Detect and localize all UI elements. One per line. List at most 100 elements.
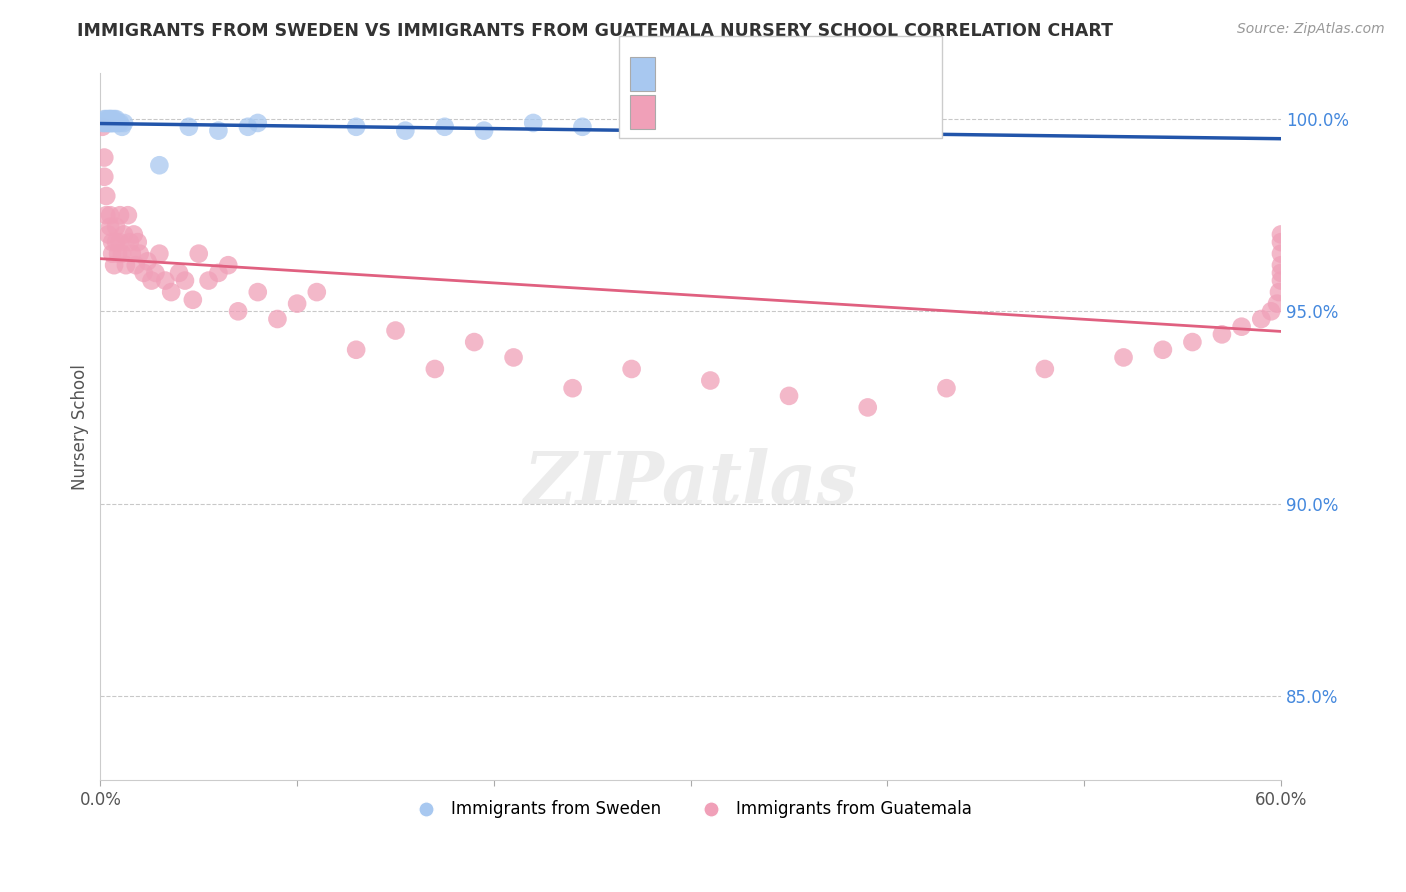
Point <box>93 116 115 130</box>
Point <box>91 120 114 134</box>
Point <box>96 112 118 127</box>
Point <box>246 285 269 299</box>
Point <box>107 246 129 260</box>
Point <box>266 312 288 326</box>
Point <box>108 116 131 130</box>
Point <box>121 246 143 260</box>
Point <box>1181 334 1204 349</box>
Point <box>93 151 115 165</box>
Point <box>108 208 131 222</box>
Point <box>1270 266 1292 280</box>
Point <box>177 120 200 134</box>
Point <box>105 112 128 127</box>
Point <box>207 266 229 280</box>
Point <box>305 285 328 299</box>
Point <box>502 351 524 365</box>
Point <box>1033 362 1056 376</box>
Point <box>107 116 129 130</box>
Point <box>96 189 118 203</box>
Point <box>93 169 115 184</box>
Point <box>148 246 170 260</box>
Point <box>128 246 150 260</box>
Point <box>384 324 406 338</box>
Point <box>1260 304 1282 318</box>
Point <box>122 227 145 242</box>
Point <box>103 258 125 272</box>
Point <box>136 254 159 268</box>
Legend: Immigrants from Sweden, Immigrants from Guatemala: Immigrants from Sweden, Immigrants from … <box>402 794 979 825</box>
Point <box>246 116 269 130</box>
Point <box>103 116 125 130</box>
Point <box>97 227 120 242</box>
Point <box>118 235 141 249</box>
Point <box>217 258 239 272</box>
Point <box>105 219 128 234</box>
Y-axis label: Nursery School: Nursery School <box>72 364 89 490</box>
Point <box>236 120 259 134</box>
Point <box>103 112 125 127</box>
Point <box>1250 312 1272 326</box>
Point <box>433 120 456 134</box>
Point <box>108 235 131 249</box>
Point <box>285 296 308 310</box>
Point <box>117 208 139 222</box>
Point <box>111 120 134 134</box>
Point <box>98 208 121 222</box>
Text: ZIPatlas: ZIPatlas <box>523 448 858 519</box>
Point <box>174 274 197 288</box>
Point <box>571 120 593 134</box>
Point <box>856 401 879 415</box>
Point <box>96 116 118 130</box>
Point <box>132 266 155 280</box>
Point <box>394 123 416 137</box>
Point <box>112 116 135 130</box>
Point <box>620 362 643 376</box>
Point <box>101 116 124 130</box>
Point <box>344 343 367 357</box>
Point <box>101 116 124 130</box>
Point <box>1270 235 1292 249</box>
Point <box>207 123 229 137</box>
Point <box>97 116 120 130</box>
Point <box>91 116 114 130</box>
Text: R = 0.420   N = 33: R = 0.420 N = 33 <box>666 58 851 76</box>
Point <box>522 116 544 130</box>
Point <box>1270 246 1292 260</box>
Point <box>96 208 118 222</box>
Point <box>155 274 177 288</box>
Point <box>1230 319 1253 334</box>
Point <box>1112 351 1135 365</box>
Text: R =  0.102   N = 72: R = 0.102 N = 72 <box>666 89 858 107</box>
Point <box>181 293 204 307</box>
Point <box>105 235 128 249</box>
Text: Source: ZipAtlas.com: Source: ZipAtlas.com <box>1237 22 1385 37</box>
Point <box>98 116 121 130</box>
Point <box>423 362 446 376</box>
Point <box>226 304 249 318</box>
Point <box>111 246 134 260</box>
Point <box>145 266 167 280</box>
Point <box>101 235 124 249</box>
Point <box>187 246 209 260</box>
Text: IMMIGRANTS FROM SWEDEN VS IMMIGRANTS FROM GUATEMALA NURSERY SCHOOL CORRELATION C: IMMIGRANTS FROM SWEDEN VS IMMIGRANTS FRO… <box>77 22 1114 40</box>
Point <box>197 274 219 288</box>
Point <box>1270 274 1292 288</box>
Point <box>98 116 121 130</box>
Point <box>101 112 124 127</box>
Point <box>98 219 121 234</box>
Point <box>463 334 485 349</box>
Point <box>97 112 120 127</box>
Point <box>141 274 163 288</box>
Point <box>472 123 495 137</box>
Point <box>127 235 149 249</box>
Point <box>778 389 800 403</box>
Point <box>160 285 183 299</box>
Point <box>101 246 124 260</box>
Point <box>935 381 957 395</box>
Point <box>93 112 115 127</box>
Point <box>125 258 148 272</box>
Point <box>699 374 721 388</box>
Point <box>148 158 170 172</box>
Point <box>112 227 135 242</box>
Point <box>561 381 583 395</box>
